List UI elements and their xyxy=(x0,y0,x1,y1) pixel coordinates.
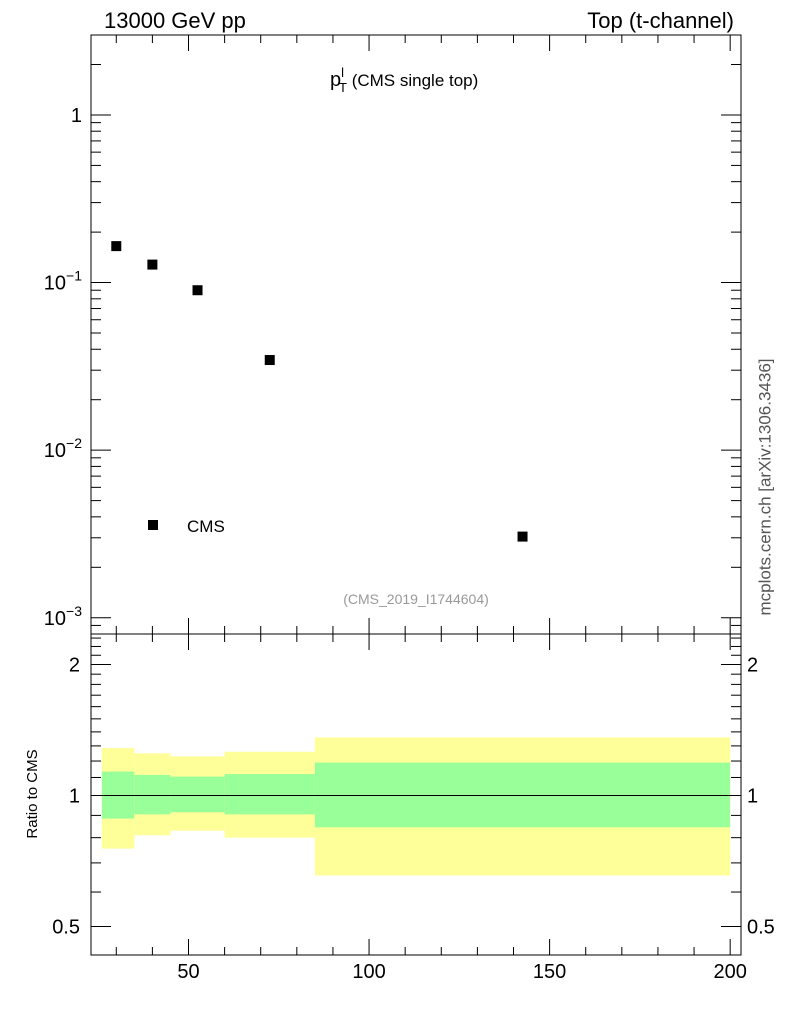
legend-label-cms: CMS xyxy=(187,517,225,536)
ratio-bands xyxy=(91,737,741,876)
tick-label-exponent: −1 xyxy=(66,268,82,284)
main-ticks xyxy=(91,34,741,635)
legend-marker-cms xyxy=(148,520,158,530)
main-y-tick-labels: 110−110−210−3 xyxy=(44,105,82,630)
main-y-tick-label: 1 xyxy=(71,105,82,127)
ratio-ticks xyxy=(91,634,741,955)
data-point-cms xyxy=(192,285,203,296)
side-label: mcplots.cern.ch [arXiv:1306.3436] xyxy=(755,358,774,615)
ratio-stat-band-2 xyxy=(170,776,225,813)
ratio-stat-band-1 xyxy=(134,774,171,815)
title-base: p xyxy=(330,69,341,91)
tick-label-exponent: −3 xyxy=(66,603,82,619)
ratio-plot-frame xyxy=(90,633,742,956)
ratio-y-tick-label-right: 2 xyxy=(747,654,758,676)
ratio-frame xyxy=(90,633,742,956)
x-tick-label: 200 xyxy=(713,961,746,983)
title-sup: l xyxy=(341,65,344,80)
header-right-label: Top (t-channel) xyxy=(587,8,734,33)
title-sub: T xyxy=(339,80,347,95)
header-left-label: 13000 GeV pp xyxy=(104,8,246,33)
ratio-y-tick-label-left: 1 xyxy=(69,785,80,807)
ratio-y-tick-label-left: 0.5 xyxy=(52,916,80,938)
ratio-stat-band-3 xyxy=(224,774,315,815)
main-y-tick-label: 10−2 xyxy=(44,435,82,462)
ratio-stat-band-4 xyxy=(314,762,731,828)
tick-label-exponent: −2 xyxy=(66,435,82,451)
data-point-cms xyxy=(517,531,528,542)
title-rest: (CMS single top) xyxy=(347,71,478,90)
data-point-cms xyxy=(111,241,122,252)
main-points xyxy=(111,241,528,542)
tick-label-base: 10 xyxy=(44,608,66,630)
main-panel-title: pl T (CMS single top) xyxy=(330,65,478,95)
data-point-cms xyxy=(264,355,275,366)
tick-label-base: 10 xyxy=(44,273,66,295)
x-tick-label: 150 xyxy=(533,961,566,983)
ratio-y-tick-label-left: 2 xyxy=(69,654,80,676)
ratio-y-axis-label: Ratio to CMS xyxy=(24,749,41,838)
data-point-cms xyxy=(147,259,158,270)
main-frame xyxy=(90,34,742,635)
main-plot-frame xyxy=(90,34,742,635)
analysis-id-annotation: (CMS_2019_I1744604) xyxy=(343,591,489,607)
main-y-tick-label: 10−3 xyxy=(44,603,82,630)
x-tick-label: 50 xyxy=(177,961,199,983)
ratio-y-tick-label-right: 0.5 xyxy=(747,916,775,938)
x-tick-label: 100 xyxy=(352,961,385,983)
ratio-y-tick-label-right: 1 xyxy=(747,785,758,807)
main-y-tick-label: 10−1 xyxy=(44,268,82,295)
tick-label-base: 10 xyxy=(44,440,66,462)
x-tick-labels: 50 100 150 200 xyxy=(177,961,746,983)
ratio-y-tick-labels: 2 2 1 1 0.5 0.5 xyxy=(52,654,775,938)
